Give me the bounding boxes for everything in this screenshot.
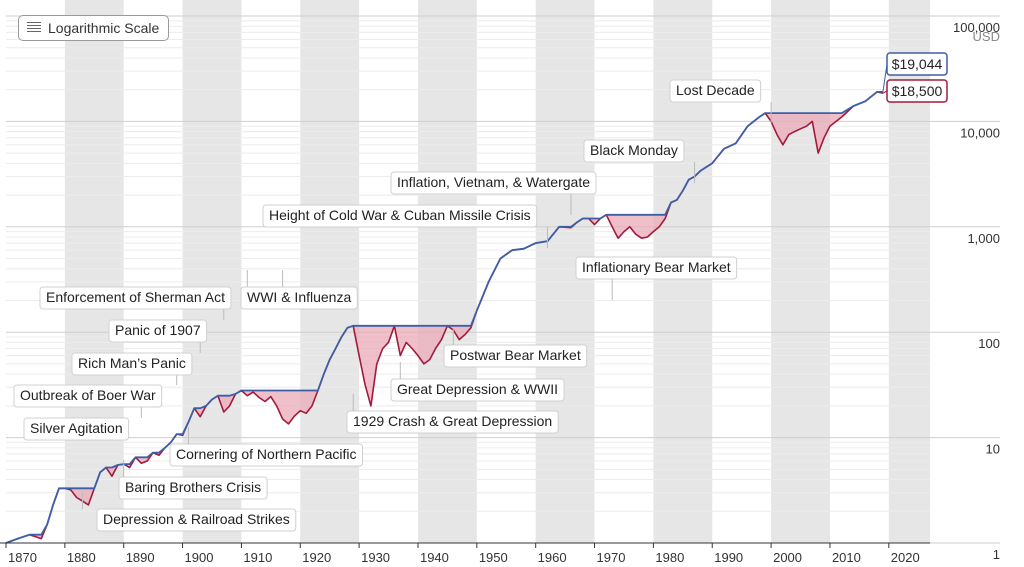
x-tick-label: 2000 bbox=[773, 550, 802, 565]
end-label-actual: $18,500 bbox=[882, 79, 948, 103]
y-axis-unit: USD bbox=[973, 29, 1000, 44]
annotation-box bbox=[23, 417, 130, 441]
annotation-box bbox=[118, 476, 268, 500]
annotation-label: Lost Decade bbox=[676, 82, 755, 98]
annotation-box bbox=[575, 256, 738, 280]
annotation-label: Height of Cold War & Cuban Missile Crisi… bbox=[269, 207, 531, 223]
x-tick-label: 1950 bbox=[479, 550, 508, 565]
x-tick-label: 1980 bbox=[655, 550, 684, 565]
annotation-label: Inflationary Bear Market bbox=[582, 259, 731, 275]
annotation: Inflationary Bear Market bbox=[575, 256, 738, 300]
decade-band-1940 bbox=[417, 0, 477, 543]
annotation: Height of Cold War & Cuban Missile Crisi… bbox=[262, 204, 548, 248]
end-label-text: $19,044 bbox=[892, 56, 943, 72]
annotation-box bbox=[390, 171, 597, 195]
annotation: 1929 Crash & Great Depression bbox=[346, 394, 559, 434]
annotation-label: Cornering of Northern Pacific bbox=[176, 446, 357, 462]
x-tick-label: 1970 bbox=[597, 550, 626, 565]
annotation-box bbox=[108, 319, 208, 343]
annotation-label: Outbreak of Boer War bbox=[20, 387, 156, 403]
annotation: WWI & Influenza bbox=[240, 270, 358, 310]
x-tick-label: 1890 bbox=[126, 550, 155, 565]
annotation-label: WWI & Influenza bbox=[247, 289, 351, 305]
x-tick-label: 1900 bbox=[185, 550, 214, 565]
annotation-box bbox=[583, 139, 685, 163]
annotation: Baring Brothers Crisis bbox=[118, 460, 268, 500]
annotation: Outbreak of Boer War bbox=[13, 368, 178, 408]
annotation-label: Rich Man’s Panic bbox=[78, 355, 186, 371]
y-tick-label: 1 bbox=[993, 547, 1000, 562]
annotation: Panic of 1907 bbox=[108, 303, 225, 343]
annotation-box bbox=[13, 384, 163, 408]
end-label-previous-peak: $19,044 bbox=[882, 52, 948, 92]
logarithmic-scale-toggle[interactable]: Logarithmic Scale bbox=[18, 15, 170, 41]
annotation: Silver Agitation bbox=[23, 401, 142, 441]
series-lines bbox=[5, 91, 884, 544]
annotation-box bbox=[443, 344, 588, 368]
logarithmic-scale-label: Logarithmic Scale bbox=[48, 20, 160, 36]
end-label-leader bbox=[882, 90, 888, 94]
annotation: Great Depression & WWII bbox=[390, 362, 565, 402]
annotation-label: Inflation, Vietnam, & Watergate bbox=[397, 174, 590, 190]
end-label-text: $18,500 bbox=[892, 83, 943, 99]
end-label-leader bbox=[882, 63, 888, 92]
annotation: Black Monday bbox=[583, 139, 696, 183]
x-tick-label: 1910 bbox=[243, 550, 272, 565]
gridlines bbox=[6, 15, 1000, 544]
annotation: Inflation, Vietnam, & Watergate bbox=[390, 171, 597, 215]
annotation: Postwar Bear Market bbox=[443, 328, 588, 368]
decade-band-2000 bbox=[771, 0, 830, 543]
x-tick-label: 1940 bbox=[420, 550, 449, 565]
annotation-box bbox=[39, 286, 232, 310]
annotation-label: Silver Agitation bbox=[30, 420, 123, 436]
y-tick-label: 100,000 bbox=[953, 20, 1000, 35]
x-axis: 1870 1880 1890 1900 1910 1920 1930 1940 1950 1960… bbox=[0, 542, 930, 565]
annotation-label: Depression & Railroad Strikes bbox=[103, 511, 290, 527]
x-tick-label: 1870 bbox=[8, 550, 37, 565]
y-tick-label: 10,000 bbox=[960, 125, 1000, 140]
annotation: Depression & Railroad Strikes bbox=[82, 492, 297, 532]
y-axis: USD 1 10 100 1,000 10,000 100,000 bbox=[953, 20, 1000, 562]
annotation-label: Enforcement of Sherman Act bbox=[46, 289, 225, 305]
list-lines-icon bbox=[27, 22, 41, 34]
y-tick-label: 1,000 bbox=[967, 231, 1000, 246]
y-tick-label: 100 bbox=[978, 336, 1000, 351]
annotation-box bbox=[240, 286, 358, 310]
x-tick-label: 1880 bbox=[67, 550, 96, 565]
x-tick-label: 2020 bbox=[891, 550, 920, 565]
x-tick-label: 1960 bbox=[538, 550, 567, 565]
annotation: Enforcement of Sherman Act bbox=[39, 270, 248, 310]
annotation-box bbox=[71, 352, 193, 376]
x-tick-label: 1990 bbox=[714, 550, 743, 565]
annotation-box bbox=[262, 204, 538, 228]
annotation: Rich Man’s Panic bbox=[71, 336, 201, 376]
y-tick-label: 10 bbox=[986, 442, 1000, 457]
annotation-label: 1929 Crash & Great Depression bbox=[353, 413, 552, 429]
annotation-label: Baring Brothers Crisis bbox=[125, 479, 261, 495]
annotation-box bbox=[169, 443, 364, 467]
decade-band-1880 bbox=[64, 0, 124, 543]
annotation: Cornering of Northern Pacific bbox=[169, 427, 364, 467]
annotation-label: Panic of 1907 bbox=[115, 322, 201, 338]
annotation-box bbox=[96, 508, 297, 532]
annotation-label: Black Monday bbox=[590, 142, 678, 158]
annotation-label: Great Depression & WWII bbox=[397, 381, 558, 397]
x-tick-label: 2010 bbox=[832, 550, 861, 565]
x-tick-label: 1930 bbox=[361, 550, 390, 565]
annotation-label: Postwar Bear Market bbox=[450, 347, 581, 363]
x-tick-label: 1920 bbox=[302, 550, 331, 565]
annotation-box bbox=[669, 79, 762, 103]
annotation-box bbox=[390, 378, 565, 402]
annotation: Lost Decade bbox=[669, 79, 772, 123]
event-annotations: Depression & Railroad Strikes Baring Brot… bbox=[13, 79, 772, 532]
series-line-previous-peak bbox=[5, 91, 883, 544]
annotation-box bbox=[346, 410, 559, 434]
end-value-labels: $19,044 $18,500 bbox=[882, 52, 948, 103]
